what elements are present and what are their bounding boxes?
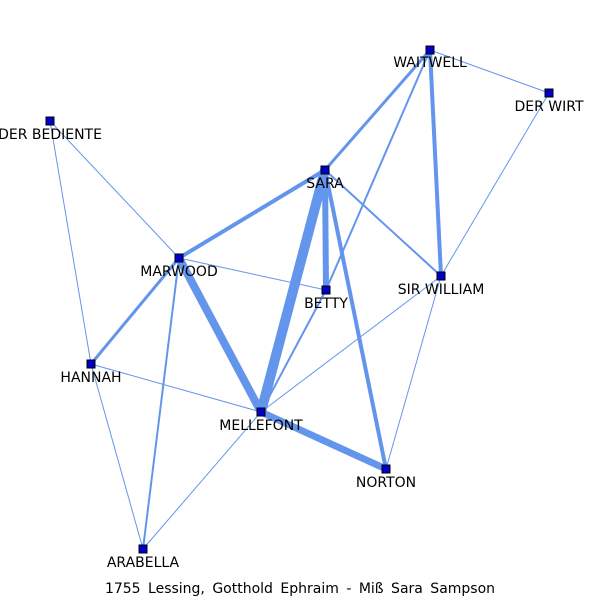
edge-sara-mellefont <box>256 168 330 414</box>
edge-waitwell-der-wirt <box>429 49 550 94</box>
node-norton: NORTON <box>356 464 416 491</box>
node-marker-waitwell <box>425 45 435 55</box>
node-betty: BETTY <box>304 285 348 312</box>
node-marker-mellefont <box>256 407 266 417</box>
node-marker-norton <box>381 464 391 474</box>
node-marwood: MARWOOD <box>140 253 218 280</box>
node-label-sir-william: SIR WILLIAM <box>398 282 485 298</box>
edge-der-bediente-marwood <box>49 120 180 259</box>
edge-layer <box>49 49 550 550</box>
node-marker-sir-william <box>436 271 446 281</box>
node-label-mellefont: MELLEFONT <box>219 418 303 434</box>
node-marker-sara <box>320 165 330 175</box>
node-marker-marwood <box>174 253 184 263</box>
edge-betty-mellefont <box>260 289 327 413</box>
edge-marwood-arabella <box>142 257 180 550</box>
edge-marwood-mellefont <box>175 256 265 414</box>
node-label-sara: SARA <box>306 176 344 192</box>
edge-marwood-betty <box>178 257 327 291</box>
edge-sara-betty <box>322 169 329 291</box>
node-marker-der-bediente <box>45 116 55 126</box>
edge-marwood-hannah <box>89 257 181 365</box>
edge-sir-william-mellefont <box>260 275 442 413</box>
edge-waitwell-sara <box>323 49 432 171</box>
node-hannah: HANNAH <box>60 359 122 386</box>
node-sir-william: SIR WILLIAM <box>398 271 485 298</box>
node-label-waitwell: WAITWELL <box>393 55 467 71</box>
node-label-der-wirt: DER WIRT <box>514 99 583 115</box>
node-marker-arabella <box>138 544 148 554</box>
node-label-arabella: ARABELLA <box>107 555 180 571</box>
edge-hannah-mellefont <box>90 363 262 413</box>
edge-der-bediente-hannah <box>49 120 92 365</box>
node-arabella: ARABELLA <box>107 544 180 571</box>
graph-caption: 1755 Lessing, Gotthold Ephraim - Miß Sar… <box>104 581 496 597</box>
edge-sara-norton <box>323 169 388 470</box>
edge-sara-sir-william <box>324 169 442 277</box>
edge-hannah-arabella <box>90 363 144 550</box>
node-label-der-bediente: DER BEDIENTE <box>0 127 102 143</box>
edge-mellefont-norton <box>259 408 388 473</box>
edge-der-wirt-sir-william <box>440 92 550 277</box>
node-label-norton: NORTON <box>356 475 416 491</box>
node-sara: SARA <box>306 165 344 192</box>
edge-waitwell-sir-william <box>428 49 443 277</box>
node-marker-der-wirt <box>544 88 554 98</box>
node-layer: WAITWELL DER WIRT DER BEDIENTE SARA MARWOOD B… <box>0 45 584 571</box>
node-der-bediente: DER BEDIENTE <box>0 116 102 143</box>
node-marker-hannah <box>86 359 96 369</box>
node-mellefont: MELLEFONT <box>219 407 303 434</box>
edge-sir-william-norton <box>385 275 442 470</box>
node-der-wirt: DER WIRT <box>514 88 584 115</box>
node-marker-betty <box>321 285 331 295</box>
node-label-hannah: HANNAH <box>60 370 121 386</box>
node-label-marwood: MARWOOD <box>140 264 217 280</box>
node-waitwell: WAITWELL <box>393 45 467 71</box>
node-label-betty: BETTY <box>304 296 348 312</box>
edge-sara-marwood <box>177 168 327 260</box>
edge-mellefont-arabella <box>142 411 262 550</box>
